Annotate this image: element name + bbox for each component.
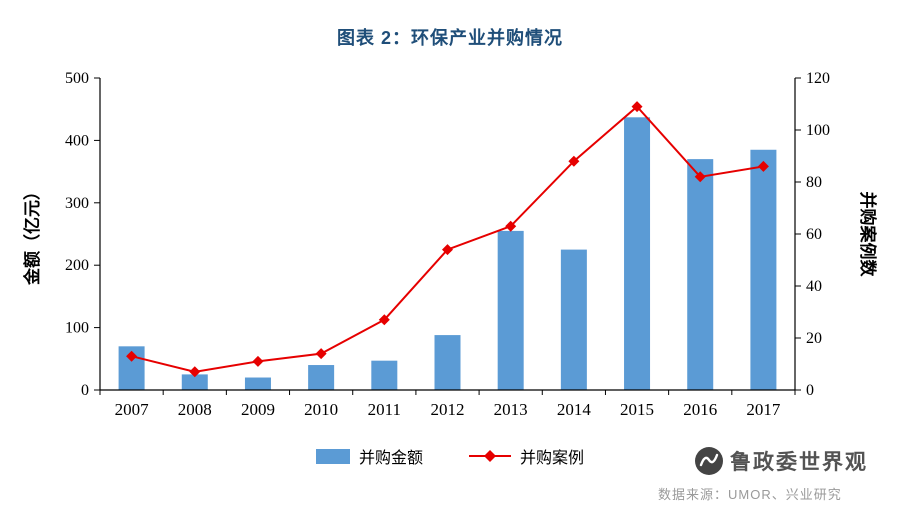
- watermark: 鲁政委世界观: [694, 446, 868, 476]
- svg-text:2015: 2015: [620, 400, 654, 419]
- svg-text:2013: 2013: [494, 400, 528, 419]
- bar-2013: [497, 230, 524, 390]
- legend-item-line: 并购案例: [469, 444, 584, 468]
- data-source-text: 数据来源：UMOR、兴业研究: [658, 487, 842, 502]
- right-axis-title: 并购案例数: [858, 192, 878, 278]
- svg-text:2016: 2016: [683, 400, 717, 419]
- svg-text:2008: 2008: [178, 400, 212, 419]
- svg-text:0: 0: [81, 382, 89, 399]
- combo-chart: 0 100 200 300 400 500 0 20 40 60 80 100 120 2007 2008 2…: [22, 70, 878, 419]
- marker-2008: [189, 366, 201, 378]
- svg-text:2017: 2017: [746, 400, 781, 419]
- chart-title: 图表 2：环保产业并购情况: [336, 28, 563, 48]
- svg-text:120: 120: [806, 70, 830, 87]
- marker-2013: [505, 220, 517, 232]
- svg-text:2007: 2007: [115, 400, 150, 419]
- marker-2015: [631, 101, 643, 113]
- legend-item-bar: 并购金额: [315, 444, 423, 468]
- bar-2016: [687, 159, 714, 390]
- bar-2011: [371, 360, 398, 390]
- svg-text:100: 100: [806, 122, 830, 139]
- svg-text:2014: 2014: [557, 400, 592, 419]
- marker-2012: [442, 244, 453, 256]
- svg-text:500: 500: [65, 70, 89, 87]
- marker-2011: [378, 314, 390, 326]
- legend-label-bar: 并购金额: [358, 450, 423, 467]
- bar-2009: [244, 377, 271, 390]
- watermark-text: 鲁政委世界观: [730, 451, 868, 474]
- marker-2007: [126, 350, 138, 362]
- bar-2008: [181, 374, 208, 390]
- svg-text:100: 100: [65, 320, 89, 337]
- bar-2010: [308, 365, 335, 390]
- bar-swatch-icon: [315, 448, 350, 464]
- bar-2015: [624, 117, 651, 390]
- watermark-logo-icon: [695, 447, 723, 475]
- svg-text:2012: 2012: [431, 400, 465, 419]
- svg-text:60: 60: [806, 226, 822, 243]
- marker-2017: [757, 160, 769, 172]
- left-axis-title: 金额（亿元）: [22, 183, 42, 286]
- line-diamond-swatch-icon: [469, 450, 511, 462]
- legend-label-line: 并购案例: [520, 450, 585, 467]
- bar-2012: [434, 335, 461, 390]
- marker-2014: [568, 155, 580, 167]
- svg-text:0: 0: [806, 382, 814, 399]
- svg-text:200: 200: [65, 257, 89, 274]
- svg-text:2011: 2011: [368, 400, 401, 419]
- svg-text:2010: 2010: [304, 400, 338, 419]
- marker-2009: [252, 355, 264, 367]
- marker-2016: [694, 171, 706, 183]
- svg-text:300: 300: [65, 195, 89, 212]
- svg-text:20: 20: [806, 330, 822, 347]
- marker-2010: [315, 348, 327, 360]
- svg-text:40: 40: [806, 278, 822, 295]
- bar-2014: [560, 249, 587, 390]
- svg-text:2009: 2009: [241, 400, 275, 419]
- svg-text:80: 80: [806, 174, 822, 191]
- bar-2017: [750, 149, 777, 390]
- chart-legend: 并购金额 并购案例: [0, 444, 900, 468]
- svg-text:400: 400: [65, 132, 89, 149]
